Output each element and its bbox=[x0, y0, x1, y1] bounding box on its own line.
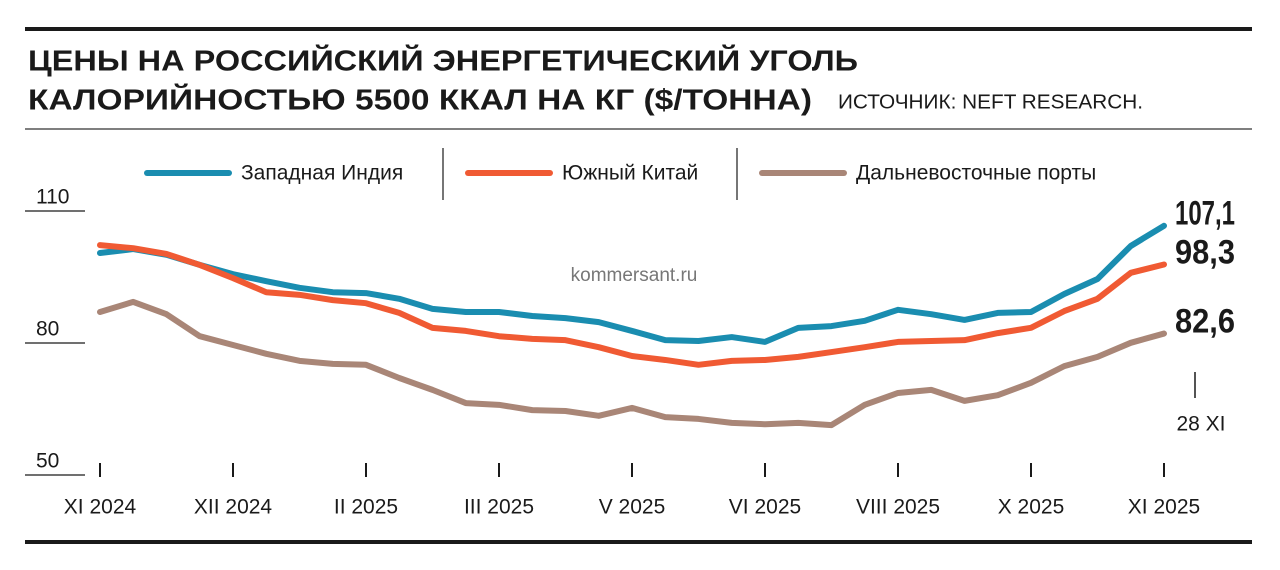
x-tick-label: X 2025 bbox=[998, 496, 1065, 519]
x-tick-label: XI 2024 bbox=[64, 496, 137, 519]
value-label: 98,3 bbox=[1175, 233, 1235, 271]
x-tick-label: VIII 2025 bbox=[856, 496, 940, 519]
y-tick-label: 110 bbox=[36, 186, 69, 209]
chart-title: КАЛОРИЙНОСТЬЮ 5500 ККАЛ НА КГ ($/ТОННА) bbox=[28, 83, 812, 117]
value-label: 82,6 bbox=[1175, 303, 1235, 341]
legend-label: Южный Китай bbox=[562, 162, 698, 185]
watermark: kommersant.ru bbox=[571, 265, 698, 286]
x-tick-label: V 2025 bbox=[599, 496, 666, 519]
legend-label: Западная Индия bbox=[241, 162, 403, 185]
value-label: 107,1 bbox=[1175, 195, 1235, 233]
x-tick-label: II 2025 bbox=[334, 496, 398, 519]
x-tick-label: XII 2024 bbox=[194, 496, 273, 519]
series-line bbox=[97, 242, 1167, 368]
chart-title: ЦЕНЫ НА РОССИЙСКИЙ ЭНЕРГЕТИЧЕСКИЙ УГОЛЬ bbox=[28, 44, 858, 78]
x-tick-label: VI 2025 bbox=[729, 496, 801, 519]
y-tick-label: 50 bbox=[36, 450, 59, 473]
y-tick-label: 80 bbox=[36, 318, 59, 341]
annotation: 28 XI bbox=[1176, 413, 1225, 436]
series-line bbox=[97, 298, 1167, 429]
x-tick-label: III 2025 bbox=[464, 496, 534, 519]
series-line bbox=[97, 222, 1167, 345]
x-tick-label: XI 2025 bbox=[1128, 496, 1200, 519]
legend-label: Дальневосточные порты bbox=[856, 162, 1096, 185]
source: ИСТОЧНИК: NEFT RESEARCH. bbox=[838, 91, 1143, 113]
